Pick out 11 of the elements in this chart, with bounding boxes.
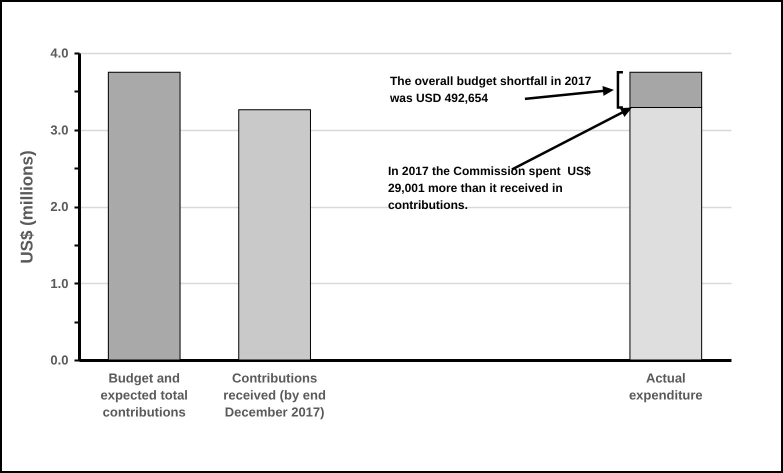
annotation: The overall budget shortfall in 2017 was USD 492,654 [390, 72, 592, 107]
y-tick-label: 0.0 [50, 352, 68, 368]
y-tick-label: 3.0 [50, 122, 68, 138]
y-tick-label: 1.0 [50, 276, 68, 291]
y-tick-label: 2.0 [50, 199, 68, 214]
y-tick-label: 4.0 [50, 46, 68, 60]
y-axis-title: US$ (millions) [17, 150, 36, 264]
x-tick-label: Contributions received (by end December 2017) [223, 370, 326, 420]
x-tick-label: Actual expenditure [628, 370, 703, 402]
annotation: In 2017 the Commission spent US$ 29,001 more than it received in contributions. [388, 163, 592, 214]
x-tick-label: Budget and expected total contributions [100, 370, 188, 420]
